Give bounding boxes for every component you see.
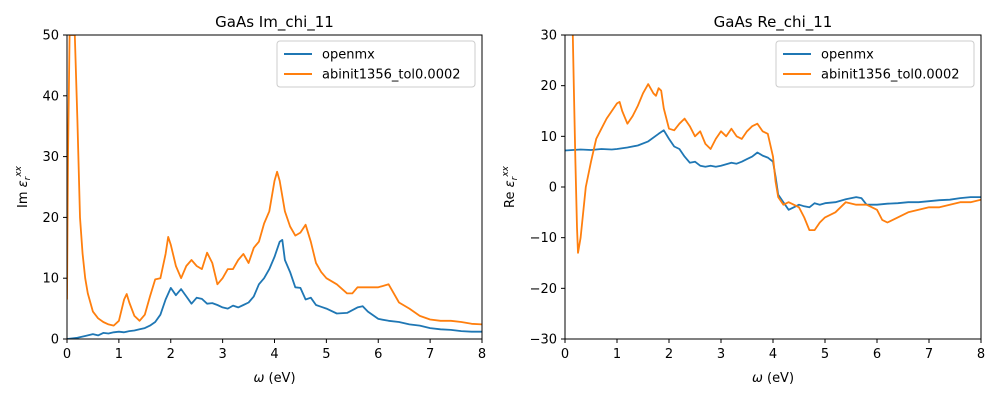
x-tick-label: 7 [925, 347, 933, 362]
y-axis-label: Re εrxx [501, 165, 520, 208]
chart-title: GaAs Re_chi_11 [714, 13, 833, 32]
y-tick-label: 10 [540, 130, 557, 145]
x-tick-label: 2 [665, 347, 673, 362]
x-tick-label: 6 [374, 347, 382, 362]
series-line-openmx [565, 129, 981, 211]
x-tick-label: 7 [426, 347, 434, 362]
x-tick-label: 3 [717, 347, 725, 362]
y-tick-label: 40 [42, 89, 59, 104]
y-tick-label: 0 [51, 333, 59, 348]
legend-label-abinit: abinit1356_tol0.0002 [821, 68, 960, 83]
x-axis-label: ω (eV) [752, 371, 794, 386]
x-tick-label: 1 [115, 347, 123, 362]
legend-label-openmx: openmx [322, 48, 375, 63]
legend: openmx abinit1356_tol0.0002 [775, 40, 975, 88]
y-tick-label: 20 [540, 79, 557, 94]
chart-im-chi-11: GaAs Im_chi_11 0 1 2 3 4 5 6 7 8 0 10 20 30 40 50 ω (e… [14, 13, 486, 386]
legend-label-openmx: openmx [821, 48, 874, 63]
chart-re-chi-11: GaAs Re_chi_11 0 1 2 3 4 5 6 7 8 −30 −20 −10 0 10 20 30… [501, 13, 985, 386]
chart-title: GaAs Im_chi_11 [215, 13, 334, 32]
legend-box [775, 40, 975, 88]
x-tick-label: 4 [270, 347, 278, 362]
y-tick-label: 30 [540, 29, 557, 44]
legend-box [276, 40, 476, 88]
y-tick-label: −10 [530, 231, 557, 246]
legend: openmx abinit1356_tol0.0002 [276, 40, 476, 88]
x-tick-label: 4 [769, 347, 777, 362]
x-axis-label: ω (eV) [253, 371, 295, 386]
y-tick-label: 30 [42, 150, 59, 165]
series-line-abinit [67, 35, 482, 327]
legend-label-abinit: abinit1356_tol0.0002 [322, 68, 461, 83]
y-tick-label: 20 [42, 211, 59, 226]
y-tick-label: 10 [42, 272, 59, 287]
y-axis-label: Im εrxx [14, 165, 33, 208]
x-tick-label: 0 [561, 347, 569, 362]
y-tick-label: −20 [530, 282, 557, 297]
y-tick-label: 0 [549, 181, 557, 196]
x-tick-label: 5 [322, 347, 330, 362]
x-tick-label: 6 [873, 347, 881, 362]
x-tick-label: 8 [977, 347, 985, 362]
x-tick-label: 0 [63, 347, 71, 362]
series-line-openmx [67, 238, 482, 339]
x-tick-label: 3 [218, 347, 226, 362]
y-tick-label: −30 [530, 333, 557, 348]
x-tick-label: 8 [478, 347, 486, 362]
series-line-abinit [571, 35, 981, 254]
y-tick-label: 50 [42, 29, 59, 44]
x-tick-label: 5 [821, 347, 829, 362]
x-tick-label: 2 [167, 347, 175, 362]
x-tick-label: 1 [613, 347, 621, 362]
